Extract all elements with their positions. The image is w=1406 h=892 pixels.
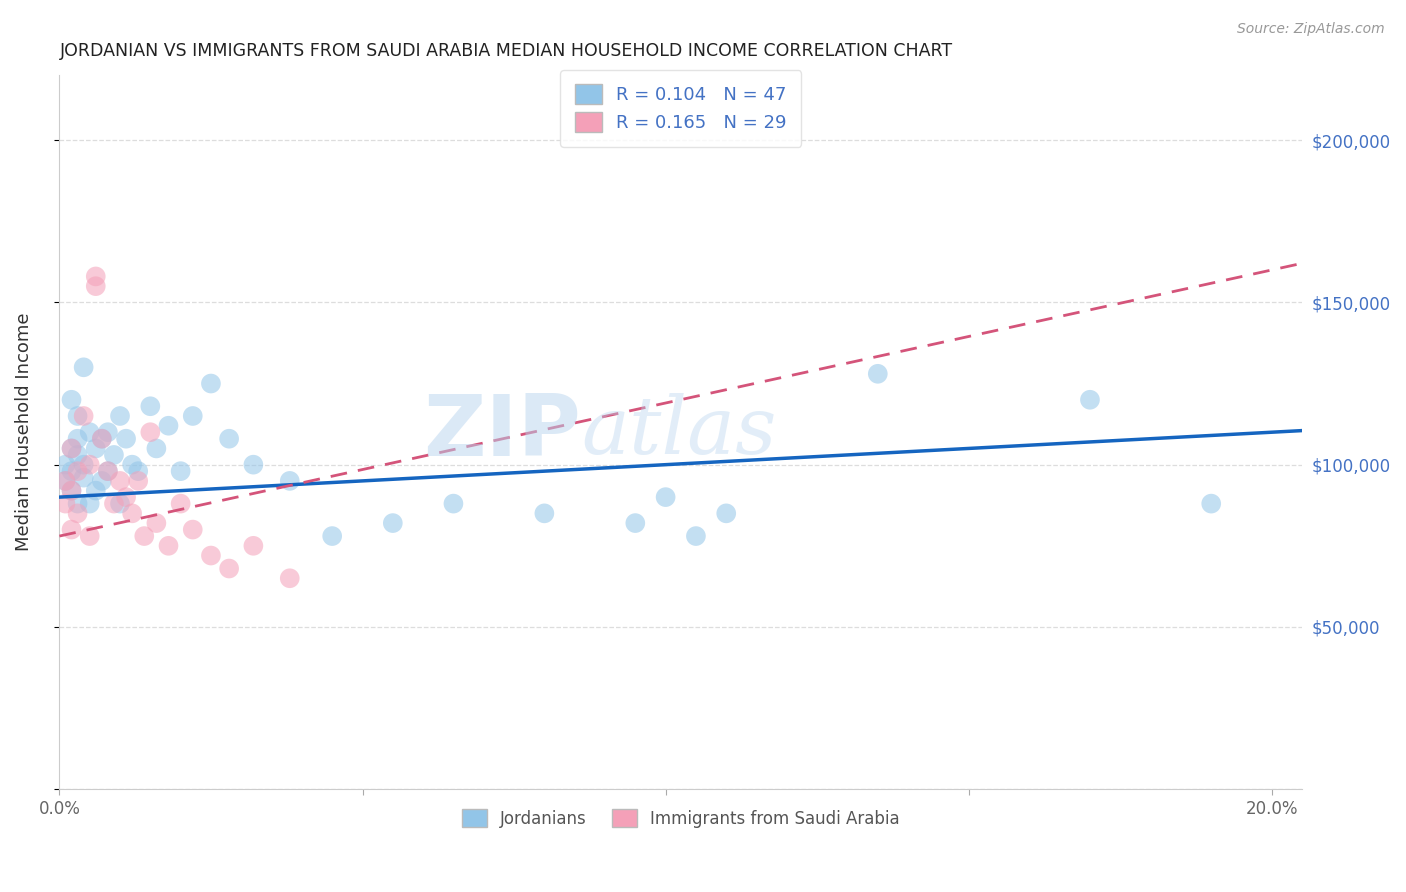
Point bbox=[79, 497, 101, 511]
Point bbox=[90, 432, 112, 446]
Point bbox=[115, 432, 138, 446]
Y-axis label: Median Household Income: Median Household Income bbox=[15, 313, 32, 551]
Text: atlas: atlas bbox=[581, 393, 776, 471]
Point bbox=[79, 458, 101, 472]
Point bbox=[97, 425, 120, 440]
Point bbox=[145, 442, 167, 456]
Point bbox=[443, 497, 465, 511]
Point bbox=[84, 483, 107, 498]
Point bbox=[97, 464, 120, 478]
Point bbox=[157, 418, 180, 433]
Point bbox=[90, 474, 112, 488]
Point bbox=[685, 529, 707, 543]
Point bbox=[60, 483, 83, 498]
Point bbox=[169, 464, 191, 478]
Point bbox=[278, 571, 301, 585]
Point bbox=[1199, 497, 1222, 511]
Point bbox=[97, 464, 120, 478]
Point bbox=[200, 376, 222, 391]
Point bbox=[654, 490, 676, 504]
Legend: Jordanians, Immigrants from Saudi Arabia: Jordanians, Immigrants from Saudi Arabia bbox=[456, 803, 907, 834]
Point bbox=[72, 409, 94, 423]
Text: ZIP: ZIP bbox=[423, 391, 581, 474]
Point bbox=[121, 458, 143, 472]
Point bbox=[134, 529, 156, 543]
Point bbox=[66, 507, 89, 521]
Point bbox=[84, 269, 107, 284]
Point bbox=[55, 474, 77, 488]
Point bbox=[218, 432, 240, 446]
Point bbox=[533, 507, 555, 521]
Point bbox=[200, 549, 222, 563]
Point bbox=[103, 497, 125, 511]
Point bbox=[127, 464, 149, 478]
Point bbox=[181, 409, 204, 423]
Point bbox=[66, 432, 89, 446]
Point bbox=[60, 442, 83, 456]
Point bbox=[66, 464, 89, 478]
Point bbox=[108, 409, 131, 423]
Point bbox=[66, 448, 89, 462]
Point bbox=[242, 458, 264, 472]
Point bbox=[55, 497, 77, 511]
Point bbox=[1078, 392, 1101, 407]
Point bbox=[181, 523, 204, 537]
Text: Source: ZipAtlas.com: Source: ZipAtlas.com bbox=[1237, 22, 1385, 37]
Point bbox=[624, 516, 647, 530]
Point bbox=[79, 529, 101, 543]
Point bbox=[60, 442, 83, 456]
Point bbox=[139, 425, 162, 440]
Point bbox=[84, 279, 107, 293]
Point bbox=[60, 464, 83, 478]
Point bbox=[60, 483, 83, 498]
Point bbox=[108, 497, 131, 511]
Text: JORDANIAN VS IMMIGRANTS FROM SAUDI ARABIA MEDIAN HOUSEHOLD INCOME CORRELATION CH: JORDANIAN VS IMMIGRANTS FROM SAUDI ARABI… bbox=[59, 42, 952, 60]
Point bbox=[79, 425, 101, 440]
Point bbox=[60, 392, 83, 407]
Point bbox=[108, 474, 131, 488]
Point bbox=[72, 470, 94, 484]
Point bbox=[103, 448, 125, 462]
Point bbox=[242, 539, 264, 553]
Point bbox=[321, 529, 343, 543]
Point bbox=[218, 561, 240, 575]
Point bbox=[716, 507, 738, 521]
Point bbox=[115, 490, 138, 504]
Point bbox=[169, 497, 191, 511]
Point bbox=[72, 360, 94, 375]
Point bbox=[145, 516, 167, 530]
Point bbox=[121, 507, 143, 521]
Point bbox=[278, 474, 301, 488]
Point bbox=[139, 399, 162, 413]
Point bbox=[90, 432, 112, 446]
Point bbox=[381, 516, 404, 530]
Point bbox=[66, 409, 89, 423]
Point bbox=[72, 458, 94, 472]
Point bbox=[66, 497, 89, 511]
Point bbox=[55, 474, 77, 488]
Point bbox=[866, 367, 889, 381]
Point bbox=[157, 539, 180, 553]
Point bbox=[84, 442, 107, 456]
Point bbox=[60, 523, 83, 537]
Point bbox=[55, 458, 77, 472]
Point bbox=[127, 474, 149, 488]
